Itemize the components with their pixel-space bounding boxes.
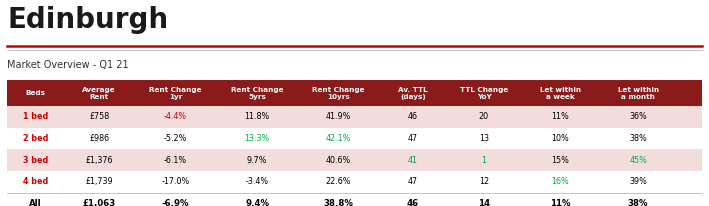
- Text: 46: 46: [408, 112, 418, 121]
- Text: 13.3%: 13.3%: [245, 134, 269, 143]
- Text: 22.6%: 22.6%: [326, 177, 351, 186]
- Text: Rent Change
10yrs: Rent Change 10yrs: [312, 87, 365, 99]
- Text: 42.1%: 42.1%: [326, 134, 351, 143]
- Text: £1,376: £1,376: [86, 156, 113, 165]
- Text: 14: 14: [478, 199, 490, 206]
- Text: -6.1%: -6.1%: [164, 156, 187, 165]
- Text: 11%: 11%: [550, 199, 570, 206]
- Text: 20: 20: [479, 112, 489, 121]
- Text: £986: £986: [89, 134, 109, 143]
- Text: £1,739: £1,739: [86, 177, 113, 186]
- Text: 38%: 38%: [629, 134, 647, 143]
- Text: 41: 41: [408, 156, 418, 165]
- Text: -4.4%: -4.4%: [164, 112, 187, 121]
- Text: 45%: 45%: [629, 156, 647, 165]
- Text: Av. TTL
(days): Av. TTL (days): [398, 87, 428, 99]
- Text: Beds: Beds: [26, 90, 45, 96]
- Text: 3 bed: 3 bed: [23, 156, 48, 165]
- Text: 2 bed: 2 bed: [23, 134, 48, 143]
- FancyBboxPatch shape: [7, 128, 702, 149]
- Text: 11%: 11%: [551, 112, 569, 121]
- Text: 9.4%: 9.4%: [245, 199, 269, 206]
- Text: TTL Change
YoY: TTL Change YoY: [459, 87, 508, 99]
- Text: -17.0%: -17.0%: [162, 177, 189, 186]
- Text: Let within
a week: Let within a week: [540, 87, 581, 99]
- Text: -5.2%: -5.2%: [164, 134, 187, 143]
- Text: 13: 13: [479, 134, 489, 143]
- Text: 11.8%: 11.8%: [245, 112, 269, 121]
- Text: £1,063: £1,063: [83, 199, 116, 206]
- Text: 4 bed: 4 bed: [23, 177, 48, 186]
- FancyBboxPatch shape: [7, 106, 702, 128]
- Text: All: All: [29, 199, 42, 206]
- Text: Average
Rent: Average Rent: [82, 87, 116, 99]
- Text: 41.9%: 41.9%: [326, 112, 351, 121]
- FancyBboxPatch shape: [7, 171, 702, 193]
- FancyBboxPatch shape: [7, 80, 702, 106]
- Text: Let within
a month: Let within a month: [618, 87, 659, 99]
- Text: 39%: 39%: [629, 177, 647, 186]
- Text: -6.9%: -6.9%: [162, 199, 189, 206]
- Text: Rent Change
1yr: Rent Change 1yr: [149, 87, 202, 99]
- Text: 10%: 10%: [551, 134, 569, 143]
- Text: 1: 1: [481, 156, 486, 165]
- Text: 16%: 16%: [551, 177, 569, 186]
- Text: 47: 47: [408, 134, 418, 143]
- Text: 38.8%: 38.8%: [323, 199, 354, 206]
- Text: 1 bed: 1 bed: [23, 112, 48, 121]
- FancyBboxPatch shape: [7, 193, 702, 206]
- Text: Market Overview - Q1 21: Market Overview - Q1 21: [7, 60, 129, 70]
- Text: £758: £758: [89, 112, 109, 121]
- Text: 12: 12: [479, 177, 489, 186]
- Text: -3.4%: -3.4%: [245, 177, 269, 186]
- Text: Rent Change
5yrs: Rent Change 5yrs: [230, 87, 284, 99]
- Text: 46: 46: [407, 199, 419, 206]
- Text: 9.7%: 9.7%: [247, 156, 267, 165]
- Text: 47: 47: [408, 177, 418, 186]
- Text: 38%: 38%: [628, 199, 648, 206]
- Text: Edinburgh: Edinburgh: [7, 6, 168, 34]
- FancyBboxPatch shape: [7, 149, 702, 171]
- Text: 40.6%: 40.6%: [326, 156, 351, 165]
- Text: 36%: 36%: [629, 112, 647, 121]
- Text: 15%: 15%: [551, 156, 569, 165]
